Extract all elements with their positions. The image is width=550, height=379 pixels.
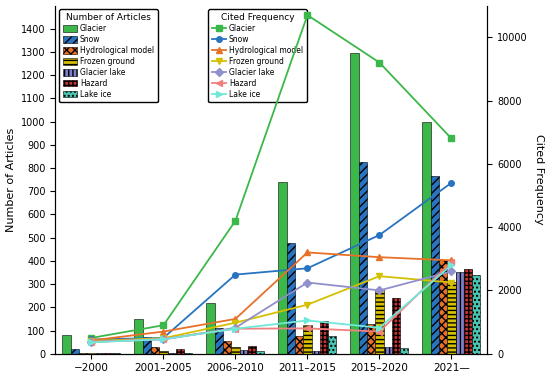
Bar: [375, 290, 383, 354]
Bar: [472, 275, 480, 354]
Bar: [248, 346, 256, 354]
Legend: Glacier, Snow, Hydrological model, Frozen ground, Glacier lake, Hazard, Lake ice: Glacier, Snow, Hydrological model, Froze…: [208, 9, 307, 102]
Bar: [256, 351, 265, 354]
Y-axis label: Cited Frequency: Cited Frequency: [535, 134, 544, 225]
Bar: [151, 347, 159, 354]
Bar: [134, 319, 143, 354]
Bar: [350, 53, 359, 354]
Bar: [367, 324, 375, 354]
Bar: [184, 352, 192, 354]
Bar: [464, 269, 472, 354]
Bar: [328, 336, 337, 354]
Bar: [303, 325, 312, 354]
Bar: [422, 122, 431, 354]
Bar: [287, 243, 295, 354]
Bar: [383, 347, 392, 354]
Bar: [455, 273, 464, 354]
Bar: [176, 349, 184, 354]
Bar: [312, 351, 320, 354]
Bar: [295, 336, 303, 354]
Bar: [240, 350, 248, 354]
Bar: [104, 353, 112, 354]
Bar: [392, 298, 400, 354]
Bar: [168, 352, 176, 354]
Bar: [439, 260, 447, 354]
Bar: [400, 348, 409, 354]
Bar: [223, 341, 232, 354]
Bar: [447, 282, 455, 354]
Bar: [143, 337, 151, 354]
Bar: [71, 349, 79, 354]
Bar: [160, 351, 168, 354]
Bar: [320, 321, 328, 354]
Bar: [96, 353, 104, 354]
Bar: [206, 303, 214, 354]
Bar: [87, 352, 96, 354]
Bar: [359, 162, 367, 354]
Bar: [278, 182, 287, 354]
Bar: [79, 352, 87, 354]
Bar: [431, 176, 439, 354]
Y-axis label: Number of Articles: Number of Articles: [6, 127, 15, 232]
Bar: [112, 353, 120, 354]
Bar: [214, 328, 223, 354]
Bar: [232, 347, 240, 354]
Bar: [63, 335, 71, 354]
